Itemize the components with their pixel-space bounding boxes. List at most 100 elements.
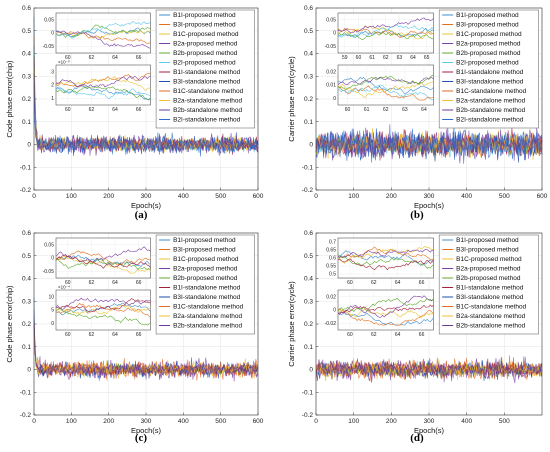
inset-1: 59 60 61 62 63 64 65 -0.05 0 0.05	[325, 12, 434, 61]
legend-label: B2b-proposed method	[456, 50, 521, 57]
inset-y-tick-label: 0.7	[329, 240, 336, 246]
inset-x-tick-label: 61	[364, 107, 370, 113]
legend-label: B2I-standalone method	[173, 117, 241, 124]
inset-series-line	[55, 297, 151, 310]
inset-2: 60 61 62 63 64 0 0.01 0.02	[326, 64, 434, 113]
inset-series-line	[55, 304, 151, 315]
x-tick-label: 500	[499, 193, 510, 200]
inset-y-tick-label: 0.05	[44, 17, 54, 23]
inset-y-tick-label: 0	[51, 31, 54, 37]
inset-y-tick-label: 1	[51, 96, 54, 102]
y-tick-label: -0.2	[302, 412, 314, 419]
y-tick-label: 0.2	[22, 96, 31, 103]
inset-x-tick-label: 64	[421, 107, 427, 113]
inset-x-tick-label: 64	[112, 55, 118, 61]
inset-1: 60 62 64 66 -0.05 0 0.05	[43, 12, 151, 61]
legend-label: B1I-proposed method	[173, 12, 236, 19]
inset-series-line	[55, 258, 151, 271]
inset-x-tick-label: 64	[395, 332, 401, 338]
y-axis-label: Code phase error(chip)	[5, 285, 14, 363]
series-line	[315, 358, 543, 382]
y-tick-label: -0.1	[20, 164, 32, 171]
panel-label: (b)	[410, 209, 424, 221]
x-tick-label: 500	[499, 418, 510, 425]
legend-label: B2b-standalone method	[173, 323, 242, 330]
legend-label: B2a-proposed method	[173, 266, 238, 273]
x-tick-label: 0	[314, 418, 318, 425]
y-tick-label: 0.5	[304, 28, 313, 35]
legend-label: B3I-proposed method	[173, 22, 236, 29]
inset-series-line	[55, 298, 151, 313]
inset-y-tick-label: 0.01	[326, 83, 336, 89]
inset-y-tick-label: 0.02	[326, 294, 336, 300]
x-axis-label: Epoch(s)	[414, 201, 445, 210]
inset-exponent: ×10⁻³	[58, 60, 70, 65]
legend-label: B1C-standalone method	[173, 88, 243, 95]
inset-x-tick-label: 64	[112, 107, 118, 113]
inset-series-line	[55, 250, 151, 266]
y-tick-label: -0.1	[302, 164, 314, 171]
x-tick-label: 600	[253, 193, 264, 200]
inset-exponent: ×10⁻⁴	[58, 285, 70, 290]
x-tick-label: 400	[178, 193, 189, 200]
inset-x-tick-label: 60	[356, 55, 362, 61]
legend-box	[438, 9, 539, 129]
inset-x-tick-label: 66	[136, 280, 142, 286]
inset-series-line	[337, 295, 434, 318]
legend-label: B1C-standalone method	[456, 88, 526, 95]
y-tick-label: 0	[309, 142, 313, 149]
inset-series-line	[337, 24, 434, 38]
y-tick-label: 0.1	[22, 119, 31, 126]
y-axis-label: Code phase error(chip)	[5, 60, 14, 138]
inset-series-line	[55, 246, 151, 263]
legend-label: B2a-standalone method	[173, 98, 242, 105]
inset-series-line	[55, 76, 151, 92]
x-tick-label: 500	[215, 418, 226, 425]
series-line	[315, 129, 543, 160]
x-axis-label: Epoch(s)	[131, 426, 162, 435]
inset-series-line	[55, 86, 151, 99]
inset-series-line	[337, 31, 434, 40]
y-tick-label: -0.2	[20, 187, 32, 194]
legend-label: B1C-proposed method	[173, 31, 239, 38]
inset-series-line	[337, 246, 434, 264]
inset-y-tick-label: 0.05	[326, 17, 336, 23]
inset-x-tick-label: 62	[383, 107, 389, 113]
legend-label: B3I-standalone method	[456, 294, 524, 301]
y-tick-label: 0.5	[22, 253, 31, 260]
inset-series-line	[337, 308, 434, 326]
legend-label: B1I-standalone method	[456, 285, 524, 292]
y-tick-label: 0.4	[22, 51, 31, 58]
legend-label: B1I-standalone method	[173, 69, 241, 76]
inset-x-tick-label: 62	[89, 280, 95, 286]
legend: B1I-proposed method B3I-proposed method B1…	[155, 9, 255, 129]
y-tick-label: 0.3	[304, 73, 313, 80]
inset-x-tick-label: 60	[347, 280, 353, 286]
legend-label: B2b-proposed method	[173, 50, 238, 57]
series-line	[33, 325, 259, 379]
legend-label: B3I-proposed method	[456, 22, 519, 29]
inset-series-line	[337, 85, 434, 101]
inset-series-line	[55, 86, 151, 100]
x-tick-label: 400	[461, 418, 472, 425]
y-tick-label: 0.4	[22, 276, 31, 283]
legend-box	[155, 234, 255, 335]
inset-x-tick-label: 64	[112, 332, 118, 338]
x-tick-label: 0	[314, 193, 318, 200]
chart-panel-2: -0.2 -0.1 0 0.1 0.2 0.3 0.4 0.5 0.6 0 100 200 300 400…	[287, 5, 548, 221]
inset-series-line	[55, 30, 151, 39]
plot-frame	[315, 232, 543, 416]
inset-series-line	[337, 246, 434, 261]
inset-x-tick-label: 64	[112, 280, 118, 286]
legend-label: B2a-standalone method	[456, 313, 525, 320]
inset-y-tick-label: -0.02	[325, 321, 337, 327]
inset-y-tick-label: 5	[51, 308, 54, 314]
series-line	[33, 73, 259, 157]
inset-x-tick-label: 62	[383, 55, 389, 61]
chart-panel-3: -0.2-0.100.10.20.30.40.50.60 100 200 300 400…	[5, 230, 264, 444]
inset-x-tick-label: 60	[65, 280, 71, 286]
inset-y-tick-label: 0	[333, 96, 336, 102]
series-line	[315, 362, 543, 377]
legend-label: B2b-standalone method	[456, 323, 525, 330]
inset-y-tick-label: 3	[51, 69, 54, 75]
